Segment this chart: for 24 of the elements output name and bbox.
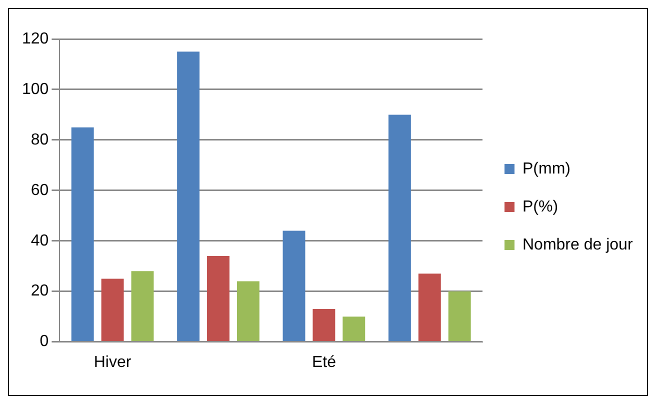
y-tick-label: 0 (40, 333, 49, 350)
bar (418, 274, 441, 342)
bar (101, 278, 124, 342)
legend-label: P(mm) (522, 160, 570, 178)
bar (236, 281, 260, 342)
y-tick-label: 20 (30, 282, 49, 300)
bar (131, 271, 154, 342)
bar (282, 230, 306, 342)
bar (177, 52, 200, 342)
bar (207, 256, 230, 342)
y-tick-label: 40 (30, 232, 49, 250)
bar (312, 308, 336, 342)
y-tick-label: 120 (22, 30, 49, 48)
x-tick-label: Hiver (94, 354, 132, 371)
bar (448, 291, 471, 342)
x-tick-label: Eté (312, 354, 336, 371)
y-tick-label: 60 (30, 182, 49, 199)
y-tick-label: 100 (22, 80, 49, 98)
legend-label: P(%) (522, 198, 558, 216)
bar (388, 114, 411, 342)
bar (71, 127, 94, 342)
y-tick-label: 80 (30, 131, 49, 148)
bar (342, 316, 366, 342)
legend-label: Nombre de jour (522, 236, 634, 254)
